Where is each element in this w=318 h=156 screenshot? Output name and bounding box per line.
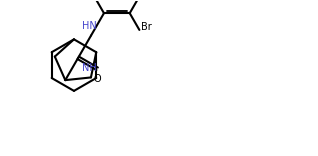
Text: O: O	[93, 74, 101, 84]
Text: Br: Br	[141, 22, 151, 32]
Text: HN: HN	[82, 21, 96, 31]
Text: NH: NH	[82, 63, 97, 73]
